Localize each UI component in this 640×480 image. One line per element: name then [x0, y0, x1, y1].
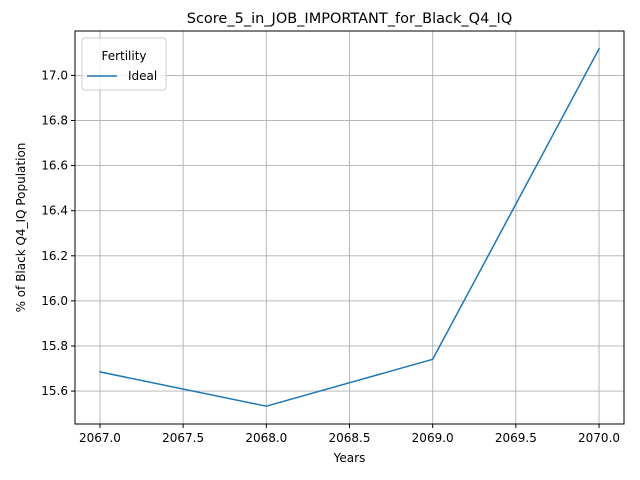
series-line-ideal [99, 47, 601, 407]
x-axis-ticks: 2067.0 2067.5 2068.0 2068.5 2069.0 2069.5 2070… [79, 424, 620, 445]
y-tick-label: 16.0 [41, 294, 68, 308]
legend-title: Fertility [101, 49, 146, 63]
y-axis-ticks: 15.6 15.8 16.0 16.2 16.4 16.6 16.8 17.0 [41, 68, 75, 398]
legend-box [81, 37, 167, 91]
y-tick-label: 15.8 [41, 339, 68, 353]
y-tick-label: 16.2 [41, 249, 68, 263]
x-tick-label: 2067.0 [79, 431, 121, 445]
grid-lines [75, 31, 624, 424]
x-tick-label: 2068.5 [329, 431, 371, 445]
x-tick-label: 2069.0 [412, 431, 454, 445]
y-tick-label: 17.0 [41, 68, 68, 82]
x-tick-label: 2068.0 [245, 431, 287, 445]
y-axis-label: % of Black Q4_IQ Population [14, 143, 28, 313]
x-axis-label: Years [333, 451, 366, 465]
y-tick-label: 16.4 [41, 204, 68, 218]
x-tick-label: 2070.0 [578, 431, 620, 445]
chart-title: Score_5_in_JOB_IMPORTANT_for_Black_Q4_IQ [187, 11, 513, 27]
x-tick-label: 2067.5 [162, 431, 204, 445]
y-tick-label: 16.6 [41, 159, 68, 173]
series-layer [99, 47, 601, 407]
x-tick-label: 2069.5 [495, 431, 537, 445]
y-tick-label: 16.8 [41, 114, 68, 128]
y-tick-label: 15.6 [41, 384, 68, 398]
legend-entry-ideal: Ideal [128, 69, 157, 83]
legend: Fertility Ideal [81, 37, 167, 91]
